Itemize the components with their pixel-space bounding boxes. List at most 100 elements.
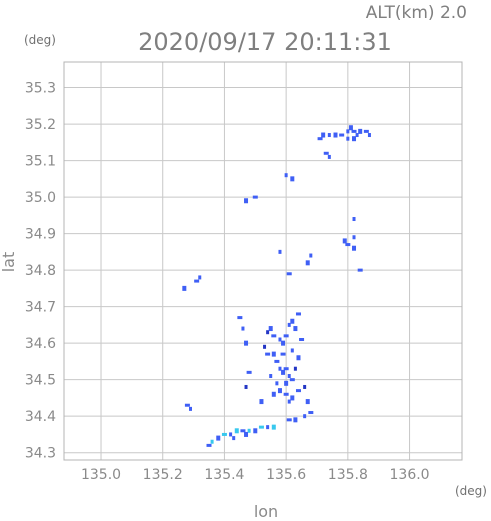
echo-point bbox=[286, 418, 292, 422]
echo-point bbox=[232, 436, 236, 441]
echo-point bbox=[351, 129, 357, 133]
echo-point bbox=[241, 326, 245, 331]
echo-point bbox=[188, 406, 192, 411]
x-tick-label: 135.4 bbox=[204, 467, 244, 483]
echo-point bbox=[194, 279, 200, 283]
echo-point bbox=[299, 338, 305, 342]
altitude-label: ALT(km) 2.0 bbox=[366, 3, 467, 23]
echo-point bbox=[286, 272, 292, 276]
echo-point bbox=[293, 326, 298, 332]
echo-point bbox=[283, 392, 289, 396]
y-tick-label: 34.7 bbox=[25, 300, 56, 316]
echo-point bbox=[308, 411, 314, 415]
y-tick-label: 34.4 bbox=[25, 409, 56, 425]
echo-point bbox=[296, 355, 301, 361]
echo-point bbox=[275, 381, 279, 386]
echo-point bbox=[278, 366, 282, 371]
x-tick-label: 135.0 bbox=[81, 467, 121, 483]
echo-cluster-south-band bbox=[184, 403, 276, 447]
echo-point bbox=[352, 217, 356, 222]
echo-cluster-north-scattered bbox=[182, 151, 363, 291]
echo-point bbox=[346, 136, 350, 141]
echo-point bbox=[263, 344, 267, 349]
x-unit-label: (deg) bbox=[455, 484, 487, 498]
echo-point bbox=[258, 425, 264, 429]
echo-point bbox=[293, 417, 298, 423]
y-unit-label: (deg) bbox=[24, 33, 56, 47]
y-tick-label: 35.1 bbox=[25, 154, 56, 170]
echo-point bbox=[281, 369, 286, 375]
echo-point bbox=[287, 322, 291, 327]
echo-point bbox=[283, 334, 289, 338]
echo-point bbox=[216, 435, 221, 441]
echo-point bbox=[305, 399, 310, 405]
y-tick-label: 34.3 bbox=[25, 446, 56, 462]
echo-point bbox=[271, 351, 276, 357]
echo-point bbox=[352, 235, 356, 240]
echo-point bbox=[327, 154, 331, 159]
y-tick-label: 34.9 bbox=[25, 227, 56, 243]
echo-point bbox=[278, 249, 282, 254]
echo-cluster-central bbox=[237, 312, 314, 423]
echo-point bbox=[290, 348, 294, 353]
echo-point bbox=[305, 260, 310, 266]
echo-point bbox=[355, 133, 359, 138]
echo-point bbox=[287, 374, 291, 379]
echo-point bbox=[234, 428, 239, 434]
echo-cluster-north-east bbox=[317, 125, 371, 142]
echo-point bbox=[295, 389, 301, 393]
echo-point bbox=[293, 366, 297, 371]
echo-point bbox=[303, 414, 307, 419]
y-tick-label: 34.6 bbox=[25, 336, 56, 352]
echo-point bbox=[266, 425, 270, 430]
echo-point bbox=[342, 238, 347, 244]
echo-point bbox=[281, 340, 286, 346]
timestamp-title: 2020/09/17 20:11:31 bbox=[138, 28, 392, 56]
echo-point bbox=[271, 334, 277, 338]
echo-point bbox=[345, 243, 351, 247]
echo-point bbox=[184, 403, 190, 407]
echo-point bbox=[259, 399, 264, 405]
echo-point bbox=[221, 432, 227, 436]
echo-point bbox=[277, 388, 282, 394]
echo-point bbox=[280, 352, 286, 356]
echo-point bbox=[348, 125, 353, 131]
y-tick-label: 35.0 bbox=[25, 190, 56, 206]
echo-point bbox=[210, 439, 214, 444]
echo-point bbox=[327, 133, 331, 138]
echo-point bbox=[287, 399, 291, 404]
x-axis-label: lon bbox=[254, 502, 278, 521]
echo-point bbox=[295, 312, 301, 316]
echo-point bbox=[198, 275, 202, 280]
echo-point bbox=[278, 337, 282, 342]
y-tick-label: 34.5 bbox=[25, 373, 56, 389]
echo-point bbox=[321, 132, 326, 138]
y-tick-label: 34.8 bbox=[25, 263, 56, 279]
echo-point bbox=[317, 137, 323, 141]
echo-point bbox=[274, 359, 280, 363]
echo-point bbox=[339, 133, 345, 137]
echo-point bbox=[367, 133, 371, 138]
echo-point bbox=[244, 340, 249, 346]
echo-point bbox=[289, 378, 295, 382]
echo-point bbox=[357, 268, 363, 272]
echo-points bbox=[182, 125, 371, 447]
tick-labels: 135.0 135.2 135.4 135.6 135.8 136.0 34.3 34.4 34… bbox=[25, 81, 430, 483]
y-axis-label: lat bbox=[0, 252, 18, 273]
echo-point bbox=[352, 136, 357, 142]
plot-frame bbox=[63, 61, 463, 461]
echo-point bbox=[271, 391, 276, 397]
echo-point bbox=[284, 173, 288, 178]
echo-point bbox=[333, 132, 338, 138]
echo-point bbox=[206, 443, 212, 447]
echo-point bbox=[346, 129, 350, 134]
echo-point bbox=[352, 245, 357, 251]
echo-point bbox=[237, 316, 243, 320]
echo-point bbox=[244, 384, 248, 389]
echo-point bbox=[358, 128, 363, 134]
echo-point bbox=[244, 431, 249, 437]
echo-point bbox=[323, 151, 329, 155]
echo-point bbox=[246, 370, 252, 374]
echo-point bbox=[284, 380, 289, 386]
